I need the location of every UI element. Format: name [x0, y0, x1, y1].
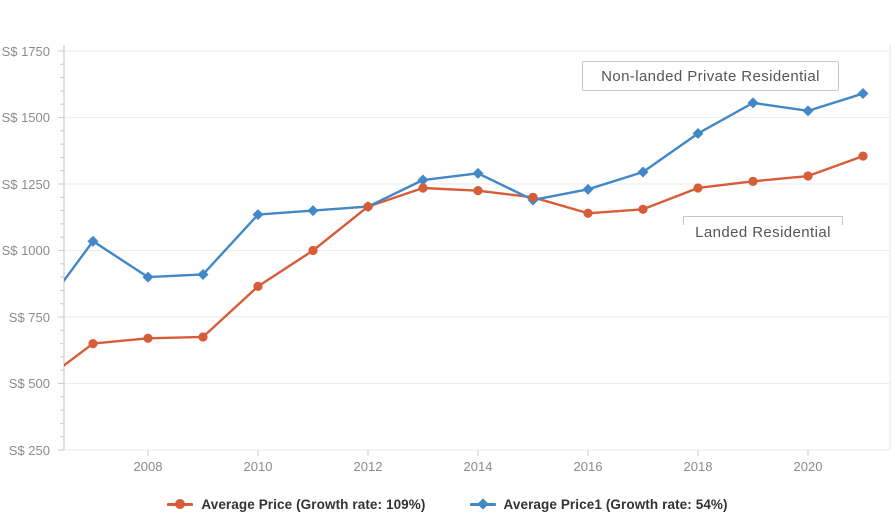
y-tick-label: S$ 1250: [1, 177, 50, 192]
x-tick-label: 2012: [353, 459, 383, 474]
legend-marker-circle-icon: [167, 499, 194, 510]
legend-item-average-price1[interactable]: Average Price1 (Growth rate: 54%): [469, 496, 728, 512]
x-tick-label: 2020: [793, 459, 823, 474]
legend-item-average-price[interactable]: Average Price (Growth rate: 109%): [167, 497, 425, 512]
legend-label: Average Price1 (Growth rate: 54%): [503, 496, 728, 512]
y-tick-label: S$ 750: [8, 310, 50, 325]
annotation-landed-label: Landed Residential: [695, 224, 831, 241]
x-tick-label: 2008: [133, 459, 163, 474]
legend-label: Average Price (Growth rate: 109%): [201, 496, 426, 512]
y-tick-label: S$ 1000: [1, 243, 50, 258]
x-tick-label: 2010: [243, 459, 273, 474]
chart-legend: Average Price (Growth rate: 109%) Averag…: [0, 492, 895, 516]
y-tick-label: S$ 1750: [1, 44, 50, 59]
legend-marker-diamond-icon: [469, 498, 496, 510]
x-tick-label: 2018: [683, 459, 713, 474]
annotation-non-landed-label: Non-landed Private Residential: [601, 67, 820, 85]
y-tick-label: S$ 250: [8, 443, 50, 458]
y-tick-label: S$ 1500: [1, 110, 50, 125]
annotation-landed-bracket: [683, 216, 843, 225]
y-tick-label: S$ 500: [8, 376, 50, 391]
x-tick-label: 2014: [463, 459, 493, 474]
x-tick-label: 2016: [573, 459, 603, 474]
annotation-non-landed: Non-landed Private Residential: [582, 61, 839, 91]
